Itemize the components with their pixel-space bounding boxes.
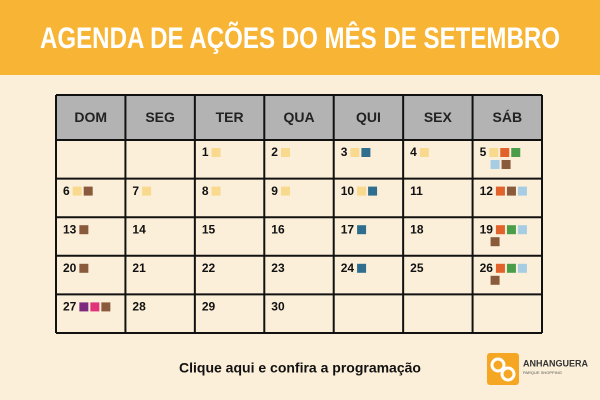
- event-marker: [489, 148, 499, 157]
- weekday: QUI: [356, 109, 381, 125]
- day-number: 23: [271, 261, 285, 275]
- event-marker: [357, 225, 367, 235]
- day-number: 30: [271, 300, 285, 314]
- event-marker: [517, 225, 527, 235]
- weekday: SEX: [424, 109, 453, 125]
- event-marker: [72, 186, 82, 196]
- event-marker: [368, 186, 378, 196]
- logo: ANHANGUERA PARQUE SHOPPING: [487, 353, 589, 385]
- day-number: 11: [410, 184, 423, 198]
- day-number: 20: [63, 261, 77, 275]
- day-number: 22: [202, 261, 216, 275]
- event-marker: [495, 225, 505, 235]
- logo-name: ANHANGUERA: [523, 358, 589, 368]
- event-marker: [495, 186, 505, 196]
- event-marker: [506, 225, 516, 235]
- weekday: QUA: [283, 109, 314, 125]
- day-number: 15: [202, 222, 216, 236]
- event-marker: [79, 263, 89, 273]
- event-marker: [490, 160, 500, 169]
- event-marker: [511, 148, 521, 157]
- day-number: 8: [202, 184, 209, 198]
- day-number: 21: [132, 261, 146, 275]
- event-marker: [79, 225, 89, 235]
- logo-mark: [500, 366, 516, 382]
- event-marker: [357, 263, 367, 273]
- event-marker: [280, 148, 290, 157]
- day-number: 19: [480, 222, 494, 236]
- logo-tagline: PARQUE SHOPPING: [523, 370, 562, 375]
- event-marker: [361, 148, 371, 157]
- day-number: 7: [132, 184, 139, 198]
- day-number: 4: [410, 145, 417, 159]
- day-number: 3: [341, 145, 348, 159]
- day-number: 16: [271, 222, 285, 236]
- event-marker: [490, 237, 500, 247]
- event-marker: [142, 186, 152, 196]
- event-marker: [83, 186, 93, 196]
- day-number: 29: [202, 300, 216, 314]
- event-marker: [517, 263, 527, 273]
- event-marker: [500, 148, 510, 157]
- event-marker: [357, 186, 367, 196]
- day-number: 9: [271, 184, 278, 198]
- weekday: TER: [216, 109, 244, 125]
- day-number: 12: [480, 184, 494, 198]
- day-number: 28: [132, 300, 146, 314]
- event-marker: [90, 302, 100, 312]
- day-number: 24: [341, 261, 355, 275]
- weekday: DOM: [74, 109, 107, 125]
- title: AGENDA DE AÇÕES DO MÊS DE SETEMBRO: [40, 21, 560, 55]
- event-marker: [211, 148, 221, 157]
- event-marker: [350, 148, 360, 157]
- day-number: 6: [63, 184, 70, 198]
- event-marker: [501, 160, 511, 169]
- event-marker: [101, 302, 111, 312]
- weekday: SÁB: [493, 109, 523, 125]
- day-number: 14: [132, 222, 146, 236]
- event-marker: [506, 186, 516, 196]
- event-marker: [517, 186, 527, 196]
- event-marker: [79, 302, 89, 312]
- day-number: 1: [202, 145, 209, 159]
- event-marker: [211, 186, 221, 196]
- event-marker: [490, 275, 500, 285]
- day-number: 26: [480, 261, 494, 275]
- day-number: 2: [271, 145, 278, 159]
- cta-link[interactable]: Clique aqui e confira a programação: [179, 360, 421, 376]
- event-marker: [495, 263, 505, 273]
- day-number: 5: [480, 145, 487, 159]
- event-marker: [419, 148, 429, 157]
- event-marker: [280, 186, 290, 196]
- day-number: 18: [410, 222, 424, 236]
- logo-mark: [490, 357, 506, 373]
- day-number: 25: [410, 261, 424, 275]
- title-banner: [0, 0, 600, 75]
- day-number: 10: [341, 184, 355, 198]
- day-number: 17: [341, 222, 355, 236]
- day-number: 27: [63, 300, 77, 314]
- weekday: SEG: [145, 109, 175, 125]
- event-marker: [506, 263, 516, 273]
- header-row: [56, 95, 542, 140]
- day-number: 13: [63, 222, 77, 236]
